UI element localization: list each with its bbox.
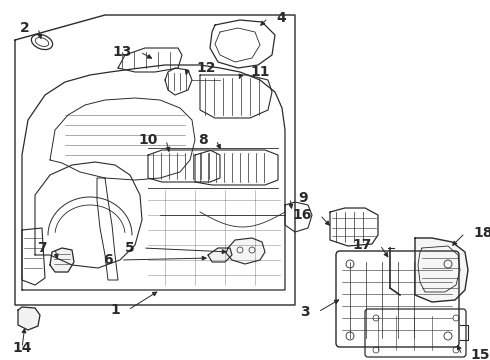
Polygon shape — [50, 248, 74, 272]
Text: 15: 15 — [470, 348, 490, 360]
Text: 11: 11 — [250, 65, 270, 79]
Polygon shape — [18, 307, 40, 330]
Text: 2: 2 — [20, 21, 30, 35]
Text: 12: 12 — [196, 61, 216, 75]
Text: 17: 17 — [353, 238, 372, 252]
Polygon shape — [226, 238, 265, 264]
Text: 18: 18 — [473, 226, 490, 240]
Text: 7: 7 — [37, 241, 47, 255]
Polygon shape — [208, 248, 232, 262]
Text: 9: 9 — [298, 191, 308, 205]
Polygon shape — [415, 238, 468, 302]
Text: 4: 4 — [276, 11, 286, 25]
Text: 10: 10 — [139, 133, 158, 147]
Text: 5: 5 — [125, 241, 135, 255]
Text: 3: 3 — [300, 305, 310, 319]
Text: 13: 13 — [113, 45, 132, 59]
Text: 6: 6 — [103, 253, 113, 267]
Text: 1: 1 — [110, 303, 120, 317]
Text: 16: 16 — [293, 208, 312, 222]
Text: 14: 14 — [12, 341, 32, 355]
Text: 8: 8 — [198, 133, 208, 147]
